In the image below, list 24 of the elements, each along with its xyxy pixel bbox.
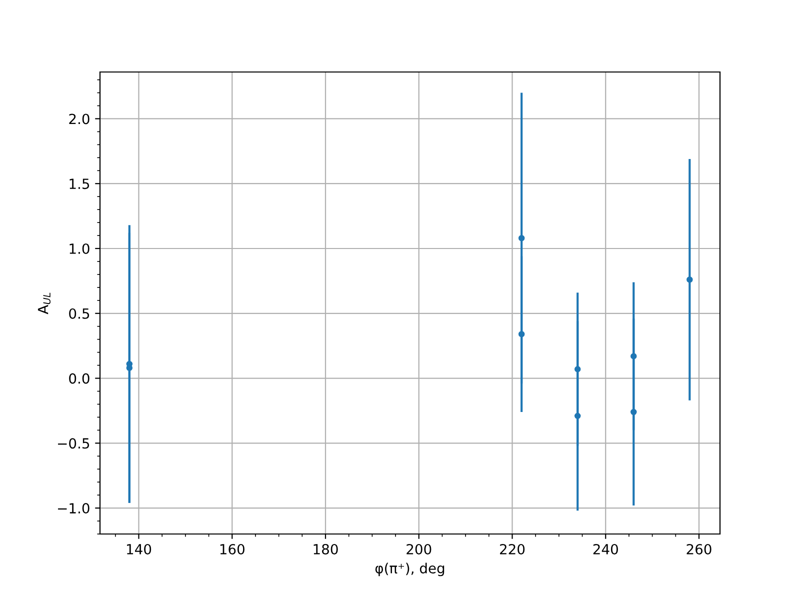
y-axis-title: A$_{UL}$ <box>38 292 51 314</box>
point <box>574 412 581 420</box>
x-tick-label: 180 <box>314 544 338 554</box>
y-tick-label: 0.0 <box>69 373 90 384</box>
y-tick-label: 0.5 <box>69 308 90 319</box>
y-tick-label: 1.5 <box>70 178 90 190</box>
point <box>518 234 525 242</box>
y-tick-label: −1.0 <box>58 503 90 514</box>
point <box>686 276 693 283</box>
x-tick-label: 200 <box>406 544 432 554</box>
y-tick-label: 2.0 <box>69 114 90 124</box>
point <box>126 364 133 372</box>
point <box>518 331 525 338</box>
x-tick-label: 140 <box>127 544 152 554</box>
point <box>574 366 581 372</box>
x-tick-label: 220 <box>500 544 525 554</box>
point <box>630 353 637 360</box>
y-tick-label: 1.0 <box>70 243 90 254</box>
x-tick-label: 240 <box>593 544 618 554</box>
x-tick-label: 260 <box>686 544 712 554</box>
x-axis-title: φ(π⁺), deg <box>375 562 444 576</box>
point <box>630 408 637 416</box>
y-tick-label: −0.5 <box>58 438 90 449</box>
x-tick-label: 160 <box>220 544 244 554</box>
